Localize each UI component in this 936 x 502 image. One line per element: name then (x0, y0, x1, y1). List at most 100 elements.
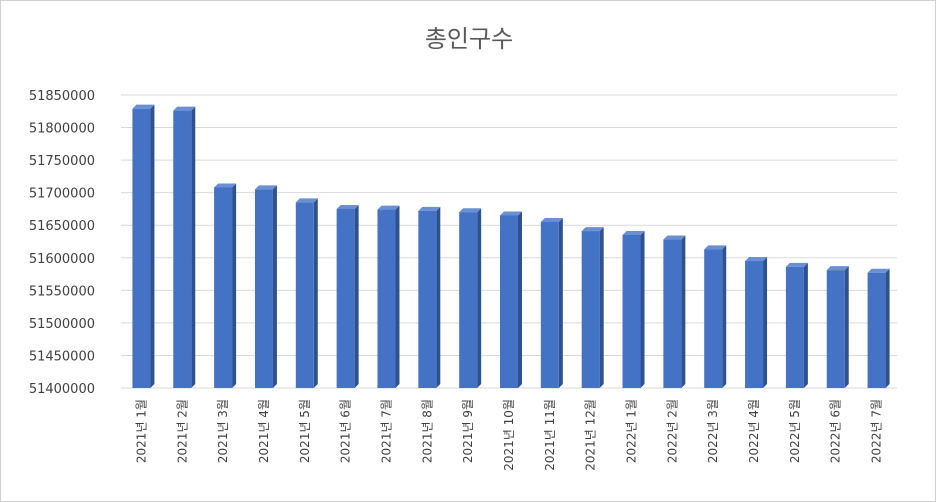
bar-top (704, 245, 727, 250)
bar-face (132, 108, 151, 388)
bar-top (826, 266, 849, 271)
bar-face (459, 212, 478, 388)
y-tick-label: 51800000 (29, 122, 95, 137)
bar-face (745, 261, 764, 388)
x-tick-label: 2021년 8월 (420, 399, 434, 463)
bar-face (173, 110, 192, 389)
y-tick-label: 51550000 (29, 284, 95, 299)
bar-side (518, 211, 522, 388)
bar (214, 183, 237, 388)
bar-top (214, 183, 237, 188)
x-tick-label: 2022년 6월 (829, 399, 843, 463)
bar-face (581, 231, 600, 388)
bar-top (540, 217, 563, 222)
x-tick-label: 2022년 3월 (706, 399, 720, 463)
x-tick-label: 2021년 5월 (298, 399, 312, 463)
bar-side (232, 183, 237, 388)
bar (173, 106, 196, 389)
bar-side (477, 208, 482, 388)
bar-face (540, 221, 559, 388)
y-tick-label: 51600000 (29, 252, 95, 267)
bar-top (295, 198, 318, 203)
bar-side (640, 230, 645, 388)
x-tick-label: 2021년 3월 (216, 399, 230, 463)
bar-side (599, 227, 604, 388)
bar (867, 268, 890, 388)
bar-side (885, 268, 890, 388)
bar-face (214, 187, 233, 388)
bar-top (132, 104, 155, 109)
y-tick-label: 51650000 (29, 219, 95, 234)
bar (459, 208, 482, 388)
y-tick-label: 51500000 (29, 317, 95, 332)
bar-side (150, 104, 155, 388)
bar (581, 227, 604, 388)
bar-face (418, 210, 437, 388)
bar-face (663, 239, 682, 388)
bar-side (722, 245, 727, 388)
x-tick-label: 2021년 4월 (257, 399, 271, 463)
bar-face (704, 249, 723, 388)
bar-top (418, 206, 441, 211)
bar-side (395, 205, 400, 388)
bar-face (785, 266, 804, 388)
y-tick-label: 51450000 (29, 349, 95, 364)
bar (377, 205, 400, 388)
bar (295, 198, 318, 388)
y-axis-ticks: 51400000 51450000 51500000 51550000 51600000… (29, 89, 95, 397)
bar-face (826, 270, 845, 388)
bar-side (272, 185, 277, 388)
bar (500, 211, 522, 388)
x-tick-label: 2022년 7월 (870, 399, 884, 463)
bar-face (336, 208, 355, 388)
bar-face (377, 209, 396, 388)
y-tick-label: 51850000 (29, 89, 95, 104)
y-tick-label: 51400000 (29, 382, 95, 397)
bar-top (785, 262, 808, 267)
bar-top (500, 211, 522, 216)
bar-top (377, 205, 400, 210)
bar-face (500, 215, 518, 388)
x-tick-label: 2021년 9월 (461, 399, 475, 463)
bars (132, 104, 890, 389)
bar-top (745, 257, 768, 262)
x-tick-label: 2021년 11월 (543, 399, 557, 471)
bar-top (622, 230, 645, 235)
bar-side (313, 198, 318, 388)
bar-face (254, 189, 273, 388)
bar-top (663, 235, 686, 240)
bar (785, 262, 808, 388)
bar-side (844, 266, 849, 388)
bar-face (622, 234, 641, 388)
x-tick-label: 2021년 10월 (502, 399, 516, 471)
x-tick-label: 2021년 6월 (339, 399, 353, 463)
bar (663, 235, 686, 388)
y-tick-label: 51700000 (29, 187, 95, 202)
x-tick-label: 2022년 2월 (665, 399, 679, 463)
bar (418, 206, 441, 388)
bar-side (558, 217, 563, 388)
bar-top (459, 208, 482, 213)
x-tick-label: 2021년 7월 (379, 399, 393, 463)
bar (540, 217, 563, 388)
x-tick-label: 2022년 4월 (747, 399, 761, 463)
bar-side (436, 206, 441, 388)
x-tick-label: 2021년 12월 (584, 399, 598, 471)
bar-top (581, 227, 604, 232)
bar-face (867, 272, 886, 388)
bar-top (254, 185, 277, 190)
bar (336, 204, 359, 388)
bar-side (681, 235, 686, 388)
bar-top (867, 268, 890, 273)
y-tick-label: 51750000 (29, 154, 95, 169)
bar-side (191, 106, 196, 389)
bar (622, 230, 645, 388)
bar (826, 266, 849, 388)
x-axis-ticks: 2021년 1월 2021년 2월 2021년 3월 2021년 4월 2021년 5월… (134, 399, 883, 471)
bar (132, 104, 155, 388)
x-tick-label: 2021년 1월 (134, 399, 148, 463)
bar-side (354, 204, 359, 388)
bar-side (803, 262, 808, 388)
